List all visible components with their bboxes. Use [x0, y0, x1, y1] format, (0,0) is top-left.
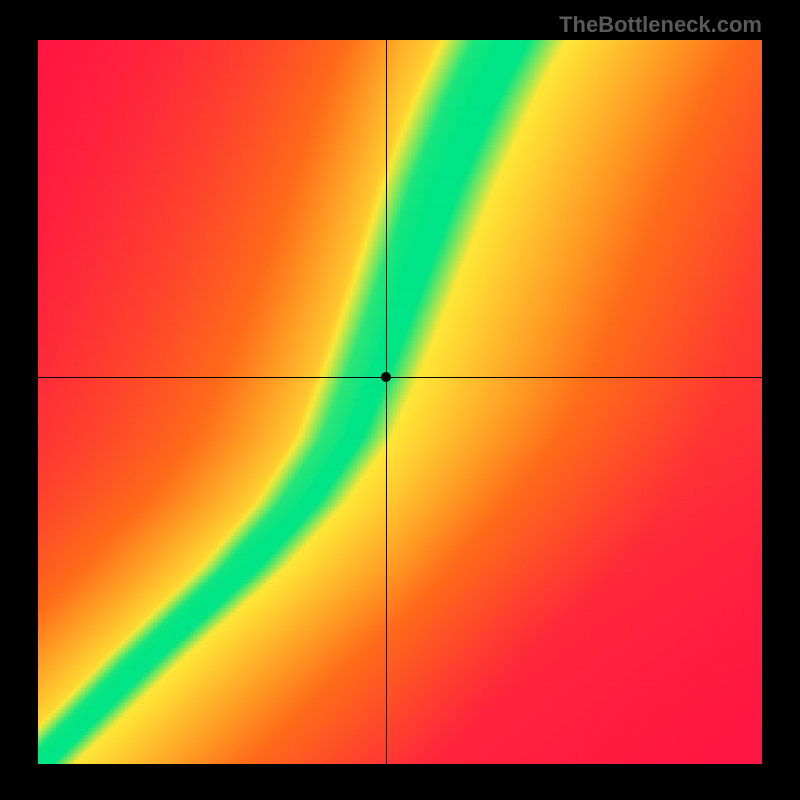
watermark-text: TheBottleneck.com: [559, 12, 762, 38]
heatmap-canvas: [38, 40, 762, 764]
crosshair-vertical: [386, 40, 387, 764]
crosshair-horizontal: [38, 377, 762, 378]
heatmap-plot: [38, 40, 762, 764]
crosshair-marker: [381, 372, 391, 382]
